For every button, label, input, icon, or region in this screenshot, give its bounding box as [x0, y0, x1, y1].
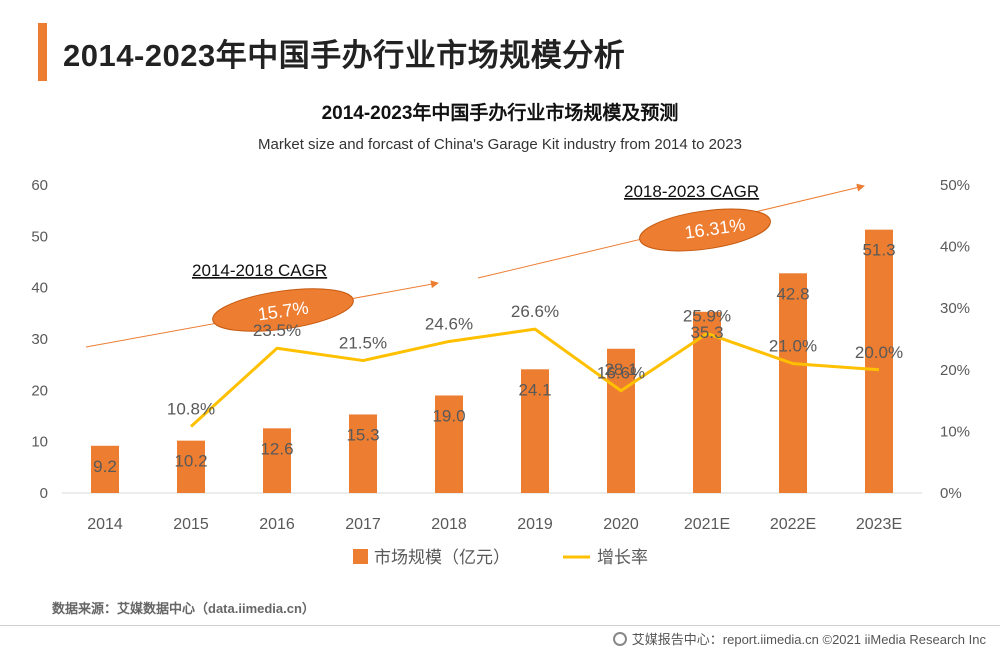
y-right-tick-label: 10%	[940, 423, 970, 440]
x-tick-label: 2016	[259, 516, 295, 533]
cagr-label-2: 2018-2023 CAGR	[624, 182, 759, 201]
y-right-tick-label: 0%	[940, 485, 962, 502]
bar-series	[91, 229, 893, 493]
growth-rate-label: 25.9%	[683, 306, 731, 325]
x-tick-label: 2022E	[770, 516, 816, 533]
bar	[521, 369, 549, 493]
x-tick-label: 2020	[603, 516, 639, 533]
y-right-tick-label: 20%	[940, 362, 970, 379]
y-right-tick-label: 40%	[940, 239, 970, 256]
bar-value-labels: 9.2 10.2 12.6 15.3 19.0 24.1 28.1 35.3 42.8 51.3	[93, 241, 895, 476]
bar	[865, 229, 893, 493]
title-accent-bar	[38, 23, 47, 81]
page-header: 2014-2023年中国手办行业市场规模分析	[38, 22, 625, 82]
bar-value-label: 35.3	[690, 323, 723, 342]
page-title: 2014-2023年中国手办行业市场规模分析	[63, 37, 626, 73]
bar	[693, 311, 721, 493]
cagr-badge-1	[212, 288, 354, 332]
footer-divider	[0, 625, 1000, 626]
bar-value-label: 19.0	[432, 406, 465, 425]
combo-chart: 0 10 20 30 40 50 60 0% 10% 20% 30% 40% 50% 2014-201…	[31, 177, 970, 567]
bar-value-label: 12.6	[260, 439, 293, 458]
bar-value-label: 51.3	[862, 241, 895, 260]
bar	[177, 440, 205, 493]
y-right-tick-label: 30%	[940, 300, 970, 317]
growth-rate-labels: 10.8% 23.5% 21.5% 24.6% 26.6% 16.6% 25.9% 21.0%…	[167, 302, 903, 418]
bar	[263, 428, 291, 493]
data-source-note: 数据来源：艾媒数据中心（data.iimedia.cn）	[52, 601, 315, 616]
chart-title: 2014-2023年中国手办行业市场规模及预测	[321, 103, 679, 124]
y-axis-right: 0% 10% 20% 30% 40% 50%	[940, 177, 970, 502]
growth-rate-label: 21.0%	[769, 337, 817, 356]
bar	[607, 348, 635, 493]
bar-value-label: 24.1	[518, 380, 551, 399]
x-tick-label: 2014	[87, 516, 123, 533]
y-axis-left: 0 10 20 30 40 50 60	[31, 177, 48, 502]
x-axis-categories: 2014 2015 2016 2017 2018 2019 2020 2021E 2022E 20…	[87, 516, 902, 533]
bar-value-label: 42.8	[776, 284, 809, 303]
growth-rate-label: 20.0%	[855, 343, 903, 362]
x-tick-label: 2017	[345, 516, 381, 533]
x-tick-label: 2015	[173, 516, 209, 533]
bar-value-label: 10.2	[174, 452, 207, 471]
chart-subtitle: Market size and forcast of China's Garag…	[258, 136, 742, 153]
growth-rate-line	[189, 327, 880, 428]
bar-value-label: 9.2	[93, 457, 117, 476]
cagr-badge-2	[639, 208, 771, 252]
y-left-tick-label: 0	[40, 485, 48, 502]
bar	[349, 414, 377, 493]
x-tick-label: 2019	[517, 516, 553, 533]
y-left-tick-label: 10	[31, 434, 48, 451]
legend-swatch-bars	[353, 549, 368, 564]
y-left-tick-label: 20	[31, 382, 48, 399]
cagr-label-1: 2014-2018 CAGR	[192, 261, 327, 280]
iimedia-logo-icon	[612, 631, 627, 646]
y-left-tick-label: 40	[31, 280, 48, 297]
bar-value-label: 28.1	[604, 360, 637, 379]
bar	[91, 445, 119, 493]
bar	[435, 395, 463, 493]
growth-rate-label: 24.6%	[425, 314, 473, 333]
bar	[779, 273, 807, 493]
x-tick-label: 2023E	[856, 516, 902, 533]
x-tick-label: 2018	[431, 516, 467, 533]
bar-value-label: 15.3	[346, 425, 379, 444]
y-left-tick-label: 50	[31, 228, 48, 245]
growth-rate-label: 21.5%	[339, 334, 387, 353]
legend-label-bars: 市场规模（亿元）	[374, 548, 510, 567]
y-left-tick-label: 60	[31, 177, 48, 194]
growth-rate-label: 26.6%	[511, 302, 559, 321]
footer: 艾媒报告中心：report.iimedia.cn ©2021 iiMedia R…	[612, 629, 986, 648]
footer-text: 艾媒报告中心：report.iimedia.cn ©2021 iiMedia R…	[631, 632, 986, 647]
legend-label-line: 增长率	[597, 548, 648, 567]
y-left-tick-label: 30	[31, 331, 48, 348]
growth-rate-label: 23.5%	[253, 321, 301, 340]
y-right-tick-label: 50%	[940, 177, 970, 194]
growth-rate-label: 10.8%	[167, 399, 215, 418]
x-tick-label: 2021E	[684, 516, 730, 533]
growth-rate-label: 16.6%	[597, 364, 645, 383]
